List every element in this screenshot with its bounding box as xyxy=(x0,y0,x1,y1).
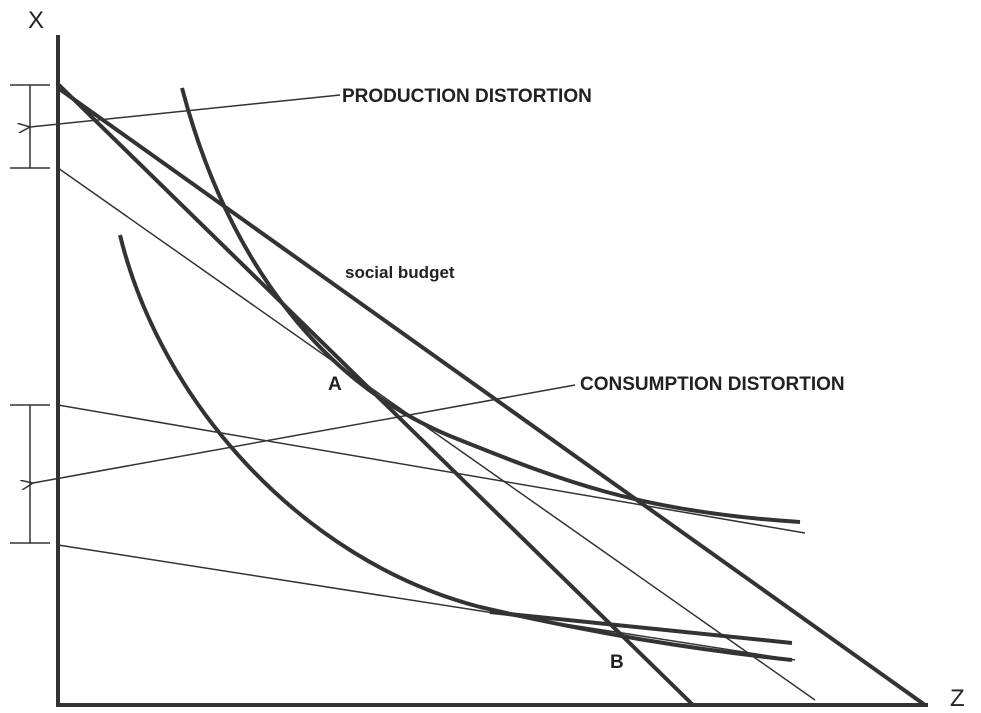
social-budget-line xyxy=(56,86,927,707)
tangent-b xyxy=(489,610,793,645)
price-line-lower xyxy=(57,544,796,661)
x-axis-label: Z xyxy=(950,685,965,712)
production-arrow xyxy=(30,94,341,127)
consumption-label: CONSUMPTION DISTORTION xyxy=(580,374,845,395)
budget-label: social budget xyxy=(345,263,455,282)
point-a-label: A xyxy=(328,374,342,395)
indifference-curve-lower xyxy=(118,234,793,662)
point-b-label: B xyxy=(610,652,624,673)
consumer-price-line xyxy=(57,167,816,701)
production-label: PRODUCTION DISTORTION xyxy=(342,86,592,107)
y-axis-label: X xyxy=(28,7,44,34)
consumption-arrow xyxy=(33,384,576,483)
consumption-bracket xyxy=(10,404,50,544)
price-line-upper xyxy=(57,404,806,534)
indifference-curve-upper xyxy=(180,87,801,524)
